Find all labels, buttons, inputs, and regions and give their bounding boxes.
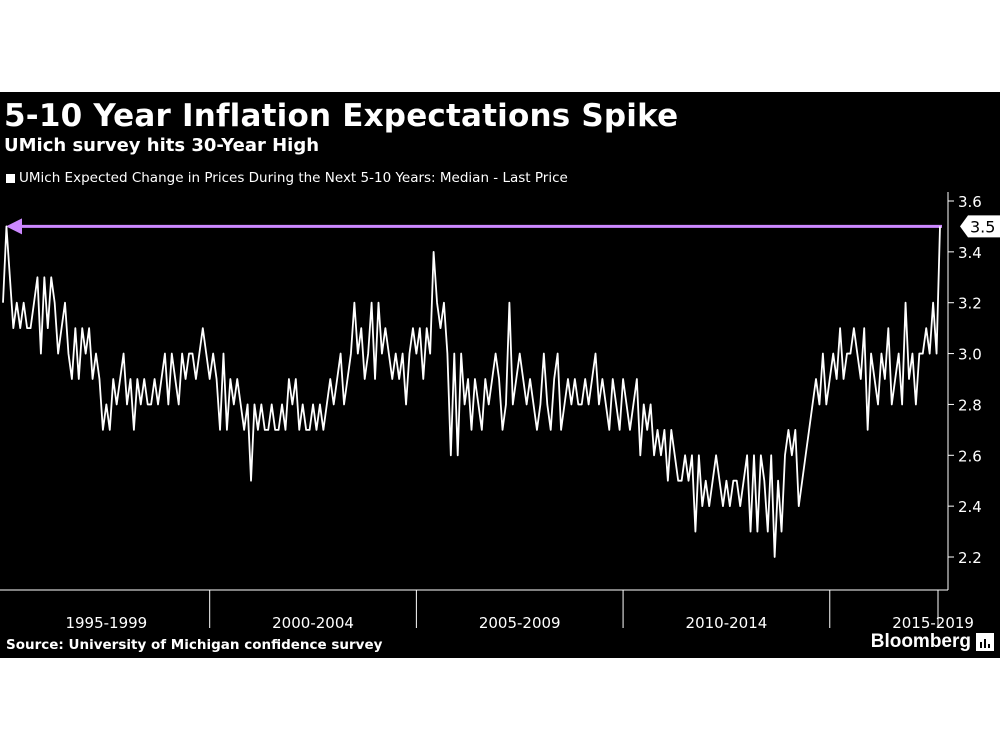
line-chart: 2.2 2.4 2.6 2.8 3.0 3.2 3.4 3.6 1995-1999 2000-20… [0, 192, 1000, 632]
y-tick-label: 3.6 [958, 193, 982, 211]
x-tick-label: 2000-2004 [272, 614, 354, 632]
y-tick-label: 2.4 [958, 498, 982, 516]
bloomberg-terminal-icon [976, 633, 994, 651]
x-tick-label: 2015-2019 [892, 614, 974, 632]
bloomberg-logo: Bloomberg [871, 631, 994, 653]
y-tick-label: 2.6 [958, 447, 982, 465]
source-note: Source: University of Michigan confidenc… [6, 637, 383, 653]
chart-panel: 5-10 Year Inflation Expectations Spike U… [0, 92, 1000, 658]
y-tick-label: 2.2 [958, 549, 982, 567]
chart-subtitle: UMich survey hits 30-Year High [4, 135, 320, 156]
legend-label: UMich Expected Change in Prices During t… [19, 170, 568, 186]
y-tick-label: 2.8 [958, 396, 982, 414]
series-line [2, 225, 941, 558]
y-tick-label: 3.0 [958, 346, 982, 364]
reference-arrowhead [6, 218, 22, 235]
last-value-tag [960, 215, 1000, 238]
chart-title: 5-10 Year Inflation Expectations Spike [4, 98, 679, 134]
y-tick-label: 3.2 [958, 295, 982, 313]
last-value-label: 3.5 [970, 217, 995, 236]
x-tick-label: 2005-2009 [479, 614, 561, 632]
y-tick-label: 3.4 [958, 244, 982, 262]
legend: UMich Expected Change in Prices During t… [6, 170, 568, 186]
legend-swatch [6, 173, 15, 183]
x-tick-label: 2010-2014 [686, 614, 768, 632]
x-tick-label: 1995-1999 [65, 614, 147, 632]
brand-name: Bloomberg [870, 631, 971, 652]
